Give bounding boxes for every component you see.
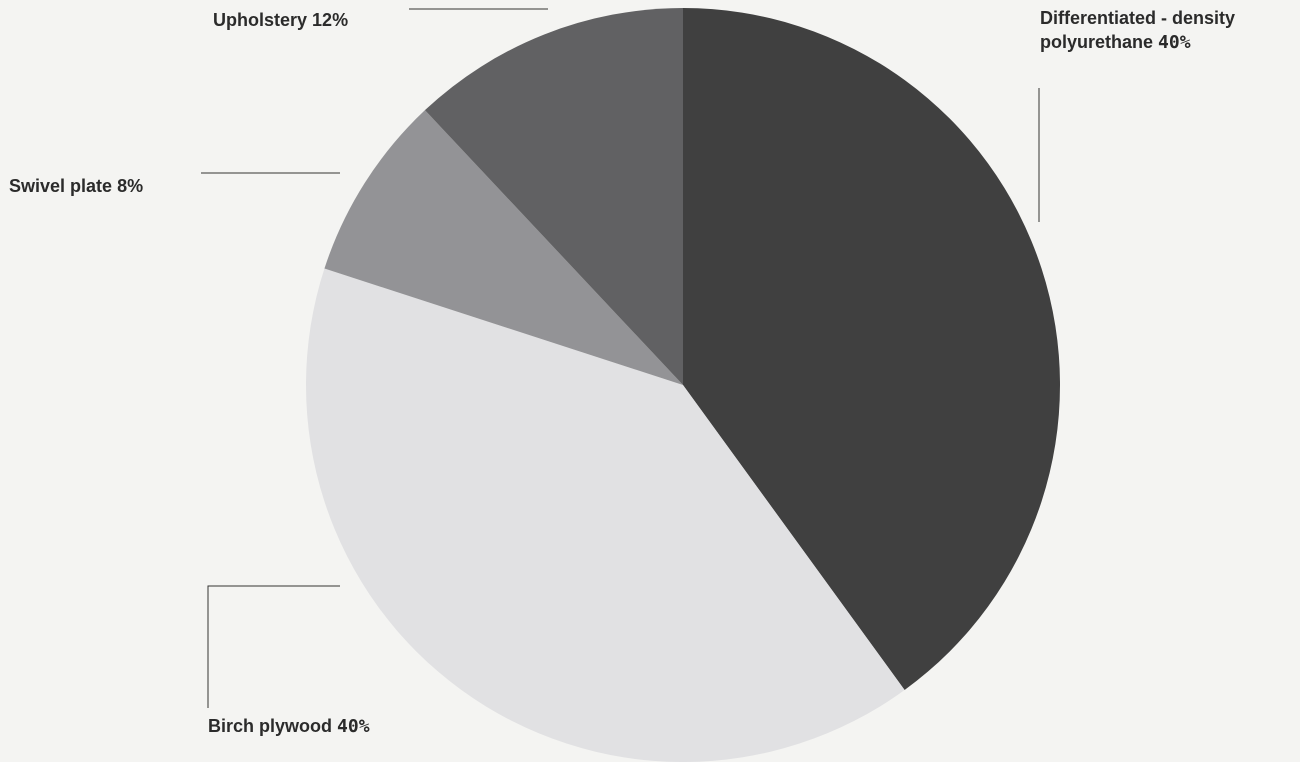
slice-label-polyurethane: Differentiated - density polyurethane 40…: [1040, 6, 1290, 55]
pie-slice-upholstery: [424, 8, 683, 385]
slice-value: 8%: [117, 176, 144, 196]
slice-value: 40%: [337, 716, 370, 737]
slice-name: Differentiated - density polyurethane: [1040, 8, 1236, 52]
pie-slice-differentiated-density-polyurethane: [683, 8, 1061, 690]
slice-label-upholstery: Upholstery 12%: [213, 8, 348, 32]
slice-label-birch-plywood: Birch plywood 40%: [208, 714, 370, 739]
pie-slice-birch-plywood: [306, 268, 905, 762]
slice-name: Swivel plate: [9, 176, 113, 196]
pie-slices: [306, 8, 1061, 762]
slice-value: 40%: [1158, 32, 1191, 53]
slice-label-swivel-plate: Swivel plate 8%: [9, 174, 143, 198]
leader-lines: [201, 8, 1040, 708]
slice-name: Upholstery: [213, 10, 308, 30]
leader-line-birch-plywood: [207, 585, 340, 708]
slice-name: Birch plywood: [208, 716, 333, 736]
slice-value: 12%: [312, 10, 349, 30]
pie-slice-swivel-plate: [324, 110, 683, 386]
